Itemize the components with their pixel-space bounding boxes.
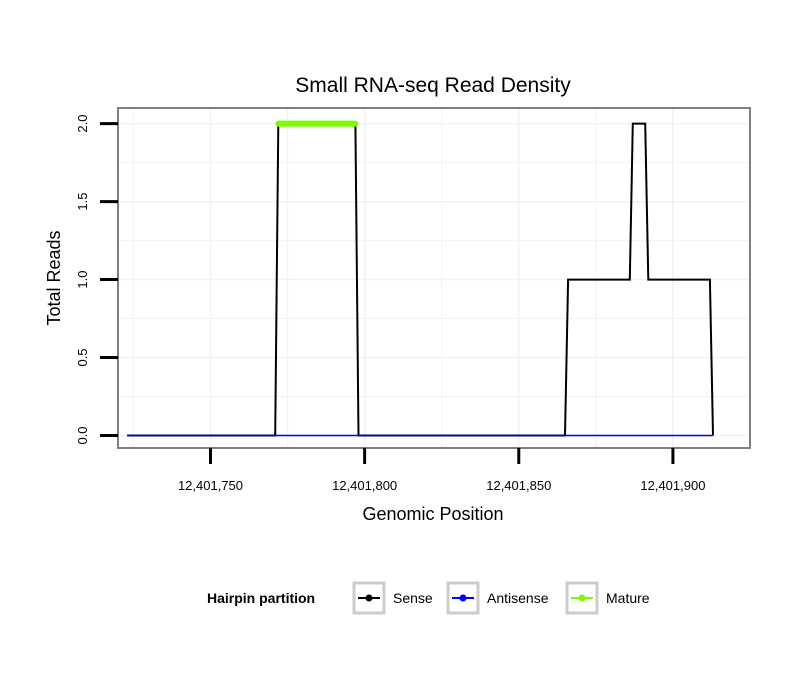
y-tick-label: 2.0 (75, 115, 90, 133)
y-axis: 0.0 0.5 1.0 1.5 2.0 (75, 115, 118, 445)
legend-items: Sense Antisense Mature (352, 581, 650, 615)
legend-item-mature: Mature (565, 581, 650, 615)
legend-item-antisense: Antisense (446, 581, 549, 615)
y-tick-label: 0.0 (75, 426, 90, 444)
legend-title: Hairpin partition (207, 590, 315, 606)
legend-key-point (365, 594, 373, 602)
legend-item-sense: Sense (352, 581, 433, 615)
panel-background (118, 108, 750, 448)
x-tick-label: 12,401,900 (640, 478, 705, 493)
legend-label: Antisense (487, 590, 549, 606)
legend-label: Sense (393, 590, 433, 606)
panel-border (117, 107, 751, 449)
x-tick-label: 12,401,800 (332, 478, 397, 493)
x-tick-label: 12,401,750 (178, 478, 243, 493)
legend-key-point (578, 594, 586, 602)
x-axis: 12,401,750 12,401,800 12,401,850 12,401,900 (178, 448, 705, 493)
y-axis-title: Total Reads (44, 230, 64, 325)
x-axis-title: Genomic Position (362, 504, 503, 524)
y-tick-label: 1.5 (75, 193, 90, 211)
legend-key-point (459, 594, 467, 602)
legend-label: Mature (606, 590, 650, 606)
x-tick-label: 12,401,850 (486, 478, 551, 493)
chart-title: Small RNA-seq Read Density (295, 74, 571, 97)
series-layer (127, 120, 714, 437)
y-tick-label: 1.0 (75, 271, 90, 289)
legend: Hairpin partition Sense Antisense Mature (207, 581, 650, 615)
plot-panel (117, 107, 751, 449)
y-tick-label: 0.5 (75, 348, 90, 366)
